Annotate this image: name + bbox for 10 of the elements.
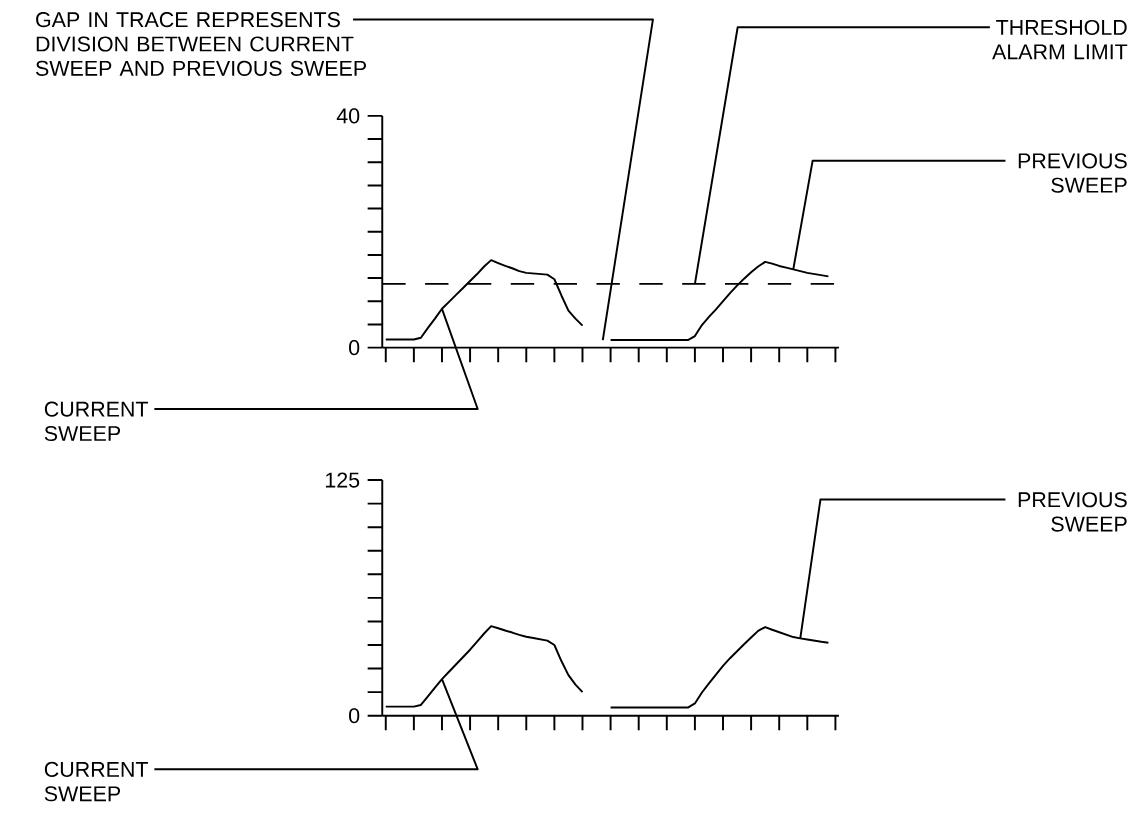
text: CURRENT SWEEP	[44, 761, 148, 802]
y-tick-label: 0	[349, 707, 360, 724]
y-tick-label: 0	[349, 339, 360, 356]
y-tick-label: 40	[336, 108, 360, 124]
ref-line-label: THRESHOLD ALARM LIMIT	[992, 19, 1128, 59]
text: GAP IN TRACE REPRESENTS DIVISION BETWEEN CURRENT SWEEP AND PREVIOUS SWEEP	[36, 11, 366, 76]
text: CURRENT SWEEP	[44, 401, 148, 441]
text: PREVIOUS SWEEP	[1018, 153, 1127, 193]
text: PREVIOUS SWEEP	[1018, 491, 1127, 532]
y-tick-label: 125	[325, 472, 360, 488]
